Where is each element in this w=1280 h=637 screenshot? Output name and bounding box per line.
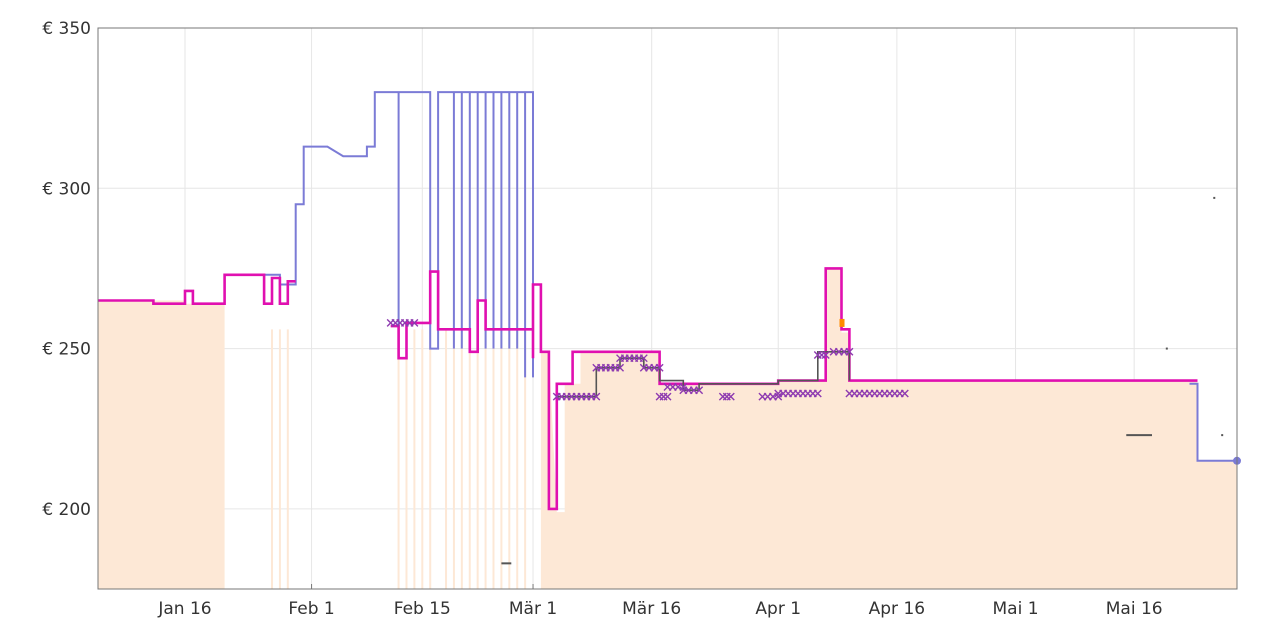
x-tick-label: Mär 1 [509, 599, 557, 619]
deal-marker [695, 386, 704, 395]
amazon-fill-area [540, 268, 1237, 589]
x-tick-label: Apr 1 [755, 599, 801, 619]
deal-marker [845, 347, 854, 356]
x-axis: Jan 16 Feb 1 Feb 15 Mär 1 Mär 16 Apr 1 A… [157, 599, 1162, 619]
amazon-price-area [98, 268, 1237, 589]
deal-marker [679, 383, 688, 392]
plot-frame [97, 27, 1238, 590]
new-price-line [224, 91, 534, 378]
third_party-price-line [390, 267, 1198, 511]
y-tick-label: € 250 [42, 340, 91, 360]
y-tick-label: € 350 [42, 19, 91, 39]
amazon-fill-area [98, 300, 225, 589]
amazon-price-blip [839, 318, 845, 327]
y-tick-label: € 200 [42, 500, 91, 520]
deal-marker [813, 389, 822, 398]
third_party-price-line [98, 273, 296, 306]
new-price-line [1189, 382, 1237, 462]
y-axis: € 200 € 250 € 300 € 350 [42, 19, 91, 520]
deal-marker [663, 392, 672, 401]
x-tick-label: Mai 16 [1106, 599, 1163, 619]
x-tick-label: Mär 16 [622, 599, 681, 619]
deal-marker [774, 392, 783, 401]
x-tick-label: Jan 16 [157, 599, 211, 619]
deal-marker [639, 354, 648, 363]
x-tick-label: Feb 1 [288, 599, 334, 619]
deal-markers [386, 318, 909, 401]
deal-marker [616, 363, 625, 372]
deal-marker [655, 363, 664, 372]
x-tick-label: Mai 1 [993, 599, 1039, 619]
y-tick-label: € 300 [42, 179, 91, 199]
deal-marker [900, 389, 909, 398]
deal-marker [821, 350, 830, 359]
x-tick-label: Feb 15 [394, 599, 451, 619]
deal-marker [726, 392, 735, 401]
x-tick-label: Apr 16 [869, 599, 925, 619]
deal-marker [410, 318, 419, 327]
deal-marker [592, 392, 601, 401]
